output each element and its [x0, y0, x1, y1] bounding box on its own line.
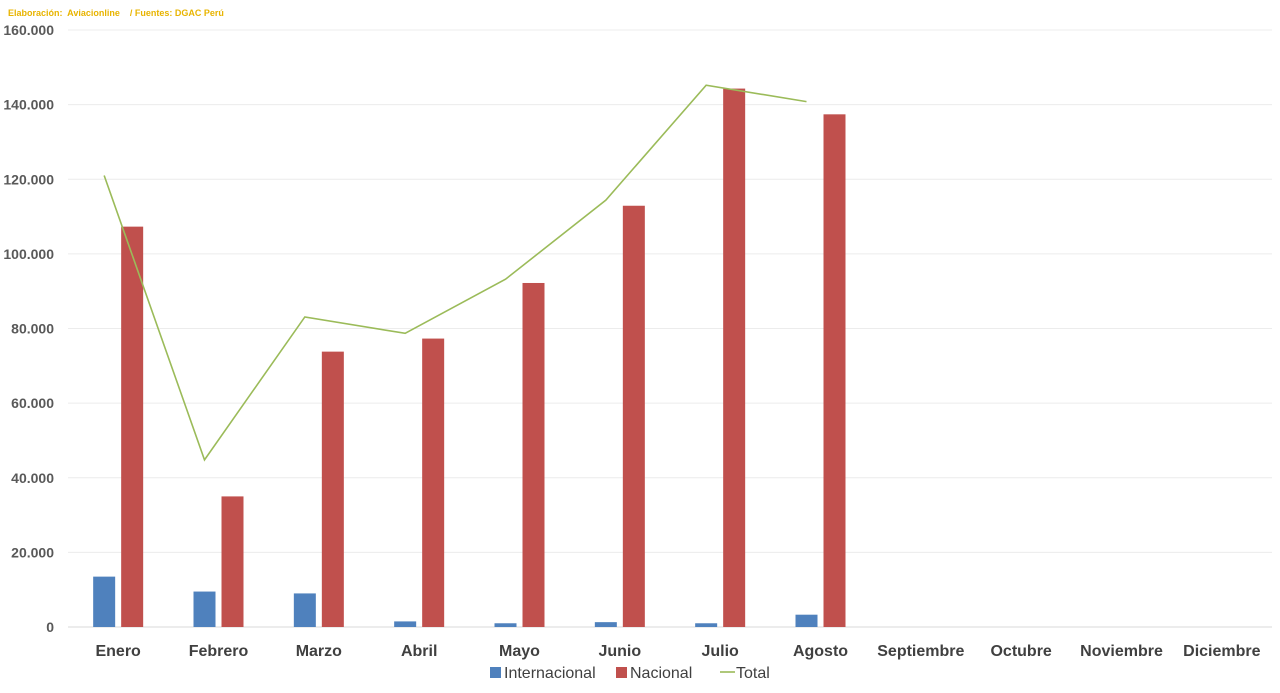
x-tick-label: Enero — [95, 643, 141, 660]
y-axis: 0 20.000 40.000 60.000 80.000 100.000 120.000 1… — [3, 22, 54, 635]
gridlines — [68, 29, 1272, 628]
x-tick-label: Marzo — [296, 643, 342, 660]
y-tick-label: 120.000 — [3, 171, 54, 187]
bar-internacional-agosto — [795, 614, 818, 627]
x-tick-label: Junio — [598, 643, 641, 660]
source-note: Elaboración: Aviacionline / Fuentes: DGA… — [8, 8, 224, 18]
x-axis: Enero Febrero Marzo Abril Mayo Junio Julio Agos… — [95, 643, 1260, 660]
bar-nacional-enero — [121, 226, 144, 627]
legend-label-nacional: Nacional — [630, 665, 692, 682]
bar-nacional-agosto — [823, 114, 846, 628]
x-tick-label: Agosto — [793, 643, 848, 660]
bar-nacional-abril — [422, 338, 445, 627]
x-tick-label: Julio — [701, 643, 739, 660]
legend-label-total: Total — [736, 665, 770, 682]
y-tick-label: 60.000 — [11, 395, 54, 411]
bar-nacional-junio — [622, 205, 645, 627]
bar-internacional-marzo — [293, 593, 316, 627]
bar-internacional-julio — [695, 623, 718, 627]
y-tick-label: 20.000 — [11, 544, 54, 560]
y-tick-label: 100.000 — [3, 246, 54, 262]
bar-internacional-mayo — [494, 623, 517, 627]
x-tick-label: Abril — [401, 643, 437, 660]
bar-nacional-julio — [723, 88, 746, 627]
bar-internacional-febrero — [193, 591, 216, 627]
series-line-total — [103, 84, 807, 462]
y-tick-label: 0 — [46, 619, 54, 635]
bar-nacional-mayo — [522, 282, 545, 627]
bar-nacional-marzo — [321, 351, 344, 627]
bars — [93, 88, 846, 628]
y-tick-label: 160.000 — [3, 22, 54, 38]
bar-internacional-enero — [93, 576, 116, 627]
bar-nacional-febrero — [221, 496, 244, 627]
y-tick-label: 80.000 — [11, 321, 54, 337]
y-tick-label: 140.000 — [3, 97, 54, 113]
x-tick-label: Diciembre — [1183, 643, 1260, 660]
total-line-group — [103, 84, 807, 462]
x-tick-label: Septiembre — [877, 643, 964, 660]
legend-label-internacional: Internacional — [504, 665, 596, 682]
bar-internacional-abril — [394, 621, 417, 627]
x-tick-label: Octubre — [990, 643, 1051, 660]
legend-swatch-internacional — [490, 667, 501, 678]
bar-internacional-junio — [594, 622, 617, 627]
x-tick-label: Noviembre — [1080, 643, 1163, 660]
y-tick-label: 40.000 — [11, 470, 54, 486]
x-tick-label: Febrero — [189, 643, 249, 660]
legend: Internacional Nacional Total — [490, 665, 770, 682]
x-tick-label: Mayo — [499, 643, 540, 660]
legend-swatch-nacional — [616, 667, 627, 678]
